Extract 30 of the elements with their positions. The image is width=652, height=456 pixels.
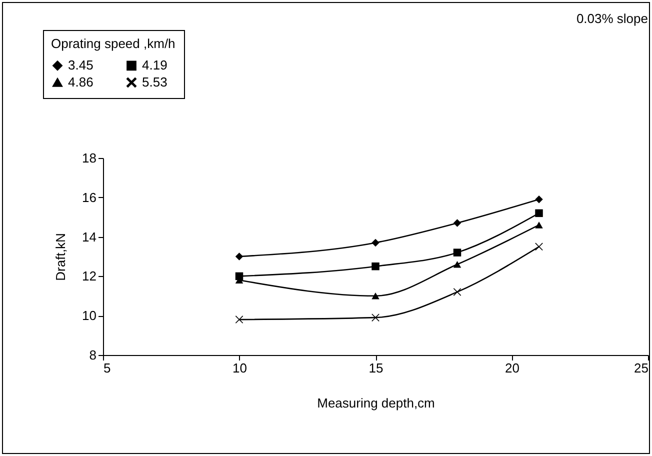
point bbox=[535, 222, 543, 228]
point bbox=[535, 195, 543, 204]
x-axis-title: Measuring depth,cm bbox=[317, 396, 435, 410]
point bbox=[535, 209, 543, 218]
legend-title: Oprating speed ,km/h bbox=[51, 36, 176, 51]
y-tick-label: 12 bbox=[82, 268, 96, 284]
point bbox=[235, 252, 244, 260]
point bbox=[453, 248, 462, 256]
y-tick-label: 10 bbox=[82, 308, 96, 324]
x-tick-label: 5 bbox=[104, 360, 111, 376]
point bbox=[372, 292, 380, 300]
x-tick-label: 20 bbox=[505, 360, 520, 376]
y-axis-title: Draft,kN bbox=[53, 233, 68, 281]
y-tick-label: 18 bbox=[82, 150, 96, 166]
point bbox=[372, 262, 380, 270]
legend-label: 3.45 bbox=[68, 58, 94, 73]
x-tick-label: 10 bbox=[232, 360, 247, 376]
y-tick-label: 14 bbox=[82, 229, 96, 244]
legend-label: 4.19 bbox=[142, 58, 168, 73]
legend-label: 4.86 bbox=[68, 74, 94, 90]
text: 0.03% slope bbox=[576, 11, 648, 26]
x-tick-label: 15 bbox=[368, 360, 384, 376]
point bbox=[453, 261, 462, 268]
point bbox=[372, 314, 380, 322]
point bbox=[453, 219, 462, 227]
x-tick-label: 25 bbox=[634, 360, 648, 376]
point bbox=[372, 238, 380, 247]
y-tick-label: 16 bbox=[82, 190, 96, 205]
y-tick-label: 8 bbox=[89, 348, 96, 362]
legend-label: 5.53 bbox=[142, 74, 168, 90]
